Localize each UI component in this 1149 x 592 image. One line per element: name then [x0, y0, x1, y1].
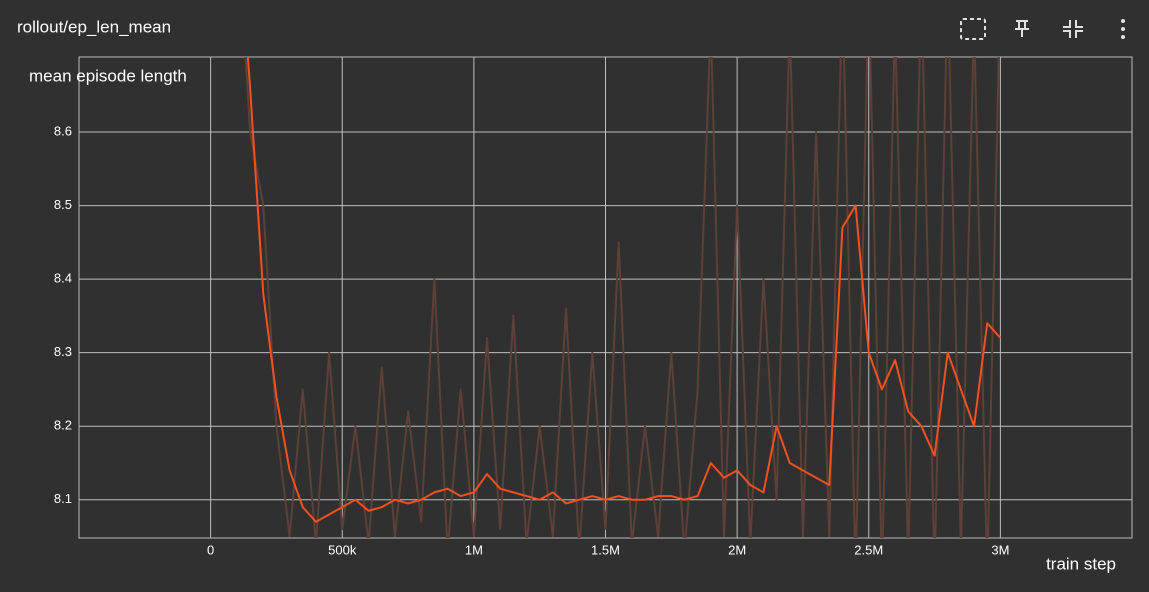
x-tick-label: 1.5M: [591, 542, 620, 557]
chart-title: rollout/ep_len_mean: [17, 17, 171, 36]
y-tick-label: 8.3: [54, 344, 72, 359]
series-line: [244, 57, 1000, 538]
menu-button[interactable]: [1121, 19, 1125, 39]
x-tick-label: 2M: [728, 542, 746, 557]
x-tick-label: 1M: [465, 542, 483, 557]
toolbar: [960, 18, 1125, 40]
x-tick-label: 2.5M: [854, 542, 883, 557]
x-axis-label: train step: [1046, 554, 1116, 573]
x-tick-label: 3M: [991, 542, 1009, 557]
y-axis-label: mean episode length: [29, 66, 187, 85]
y-tick-label: 8.1: [54, 491, 72, 506]
pin-button[interactable]: [1015, 20, 1029, 37]
y-tick-label: 8.6: [54, 123, 72, 138]
y-tick-label: 8.4: [54, 271, 72, 286]
y-tick-label: 8.2: [54, 418, 72, 433]
x-tick-label: 0: [207, 542, 214, 557]
y-tick-label: 8.5: [54, 197, 72, 212]
fit-domain-button[interactable]: [960, 18, 986, 40]
x-tick-label: 500k: [328, 542, 357, 557]
collapse-button[interactable]: [1063, 20, 1083, 38]
series-line: [246, 57, 1002, 523]
